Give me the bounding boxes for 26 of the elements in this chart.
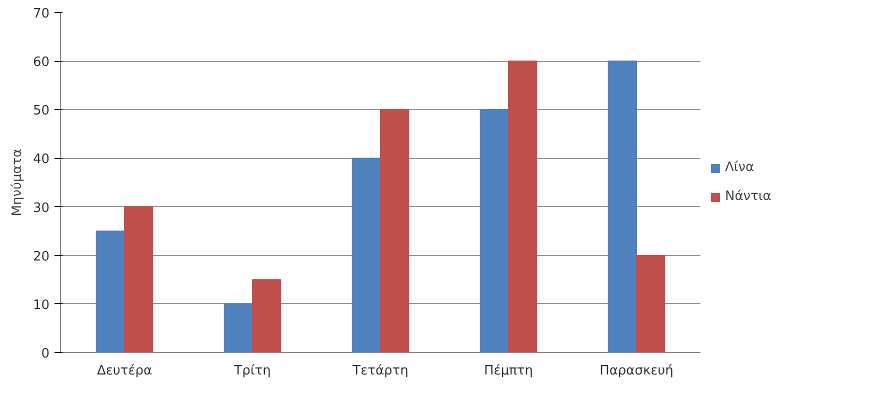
- bar: [96, 230, 125, 352]
- bar: [224, 303, 253, 352]
- y-tick-label: 50: [32, 104, 50, 119]
- x-tick-label: Πέμπτη: [484, 364, 533, 378]
- y-tick-label: 40: [32, 152, 50, 168]
- bar: [608, 60, 637, 352]
- bar: [636, 254, 666, 352]
- y-tick-label: 20: [32, 249, 50, 264]
- legend-label: Νάντια: [725, 189, 772, 204]
- bar: [380, 109, 410, 352]
- y-tick-label: 60: [32, 55, 50, 70]
- bar: [508, 60, 538, 352]
- y-tick-label: 0: [41, 346, 50, 362]
- x-tick-label: Τετάρτη: [352, 364, 408, 378]
- legend-label: Λίνα: [725, 160, 754, 175]
- y-tick-label: 10: [32, 298, 50, 313]
- bar: [124, 206, 154, 352]
- bar: [480, 109, 509, 352]
- y-tick-label: 70: [32, 6, 50, 22]
- y-tick-label: 30: [32, 200, 50, 216]
- bar: [352, 158, 381, 352]
- y-axis-title: Μηνύματα: [10, 148, 25, 216]
- x-tick-label: Παρασκευή: [600, 364, 674, 378]
- bar: [252, 279, 282, 352]
- x-tick-label: Τρίτη: [233, 364, 271, 378]
- x-tick-label: Δευτέρα: [96, 364, 152, 378]
